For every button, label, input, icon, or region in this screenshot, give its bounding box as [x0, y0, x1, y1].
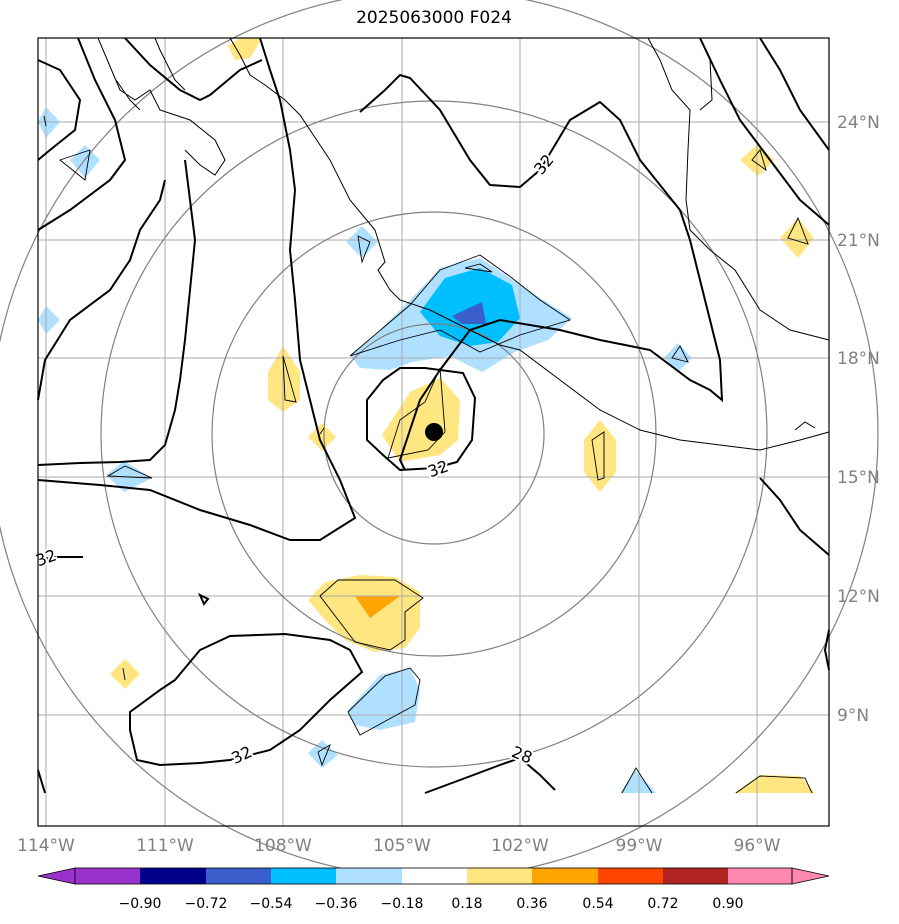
- colorbar-segment: [75, 868, 140, 884]
- colorbar: −0.90 −0.72 −0.54 −0.36 −0.18 0.18 0.36 …: [37, 867, 830, 912]
- colorbar-segment: [728, 868, 792, 884]
- colorbar-segment: [336, 868, 402, 884]
- map-frame: [37, 37, 830, 827]
- colorbar-tick-label: 0.18: [451, 896, 482, 912]
- shaded-fields: [38, 38, 815, 793]
- colorbar-segment: [402, 868, 467, 884]
- colorbar-segment: [467, 868, 532, 884]
- lat-tick-label: 18°N: [837, 349, 880, 369]
- colorbar-tick-label: 0.90: [712, 896, 743, 912]
- lat-tick-label: 12°N: [837, 587, 880, 607]
- lon-tick-label: 108°W: [254, 836, 312, 856]
- colorbar-extend-high: [791, 867, 830, 885]
- colorbar-segment: [206, 868, 271, 884]
- lat-tick-label: 21°N: [837, 231, 880, 251]
- colorbar-tick-label: −0.54: [250, 896, 293, 912]
- colorbar-tick-label: −0.90: [119, 896, 162, 912]
- contour-label: 32: [228, 742, 254, 768]
- gridlines: [38, 38, 829, 826]
- lat-tick-label: 9°N: [837, 706, 869, 726]
- colorbar-segment: [598, 868, 663, 884]
- map-title: 2025063000 F024: [356, 8, 512, 28]
- contour-label: 32: [33, 545, 59, 570]
- coastline: [97, 37, 830, 451]
- lon-tick-label: 99°W: [616, 836, 663, 856]
- contour-label: 32: [425, 456, 451, 481]
- lon-tick-label: 114°W: [17, 836, 75, 856]
- storm-center-marker: [425, 423, 443, 441]
- lat-tick-label: 24°N: [837, 113, 880, 133]
- colorbar-segment: [663, 868, 728, 884]
- lat-tick-labels: 24°N 21°N 18°N 15°N 12°N 9°N: [837, 113, 880, 726]
- colorbar-tick-label: 0.36: [516, 896, 547, 912]
- colorbar-segment: [532, 868, 598, 884]
- colorbar-tick-label: 0.72: [647, 896, 678, 912]
- lat-tick-label: 15°N: [837, 468, 880, 488]
- colorbar-segment: [271, 868, 336, 884]
- lon-tick-label: 111°W: [136, 836, 194, 856]
- contour-label: 28: [509, 742, 535, 767]
- colorbar-tick-label: −0.72: [185, 896, 228, 912]
- thin-contours: [43, 115, 813, 794]
- colorbar-tick-label: 0.54: [582, 896, 613, 912]
- colorbar-tick-label: −0.36: [315, 896, 358, 912]
- lon-tick-label: 102°W: [491, 836, 549, 856]
- thick-contours: [37, 37, 830, 794]
- lon-tick-label: 105°W: [373, 836, 431, 856]
- lon-tick-labels: 114°W 111°W 108°W 105°W 102°W 99°W 96°W: [17, 836, 781, 856]
- colorbar-segment: [140, 868, 206, 884]
- colorbar-extend-low: [37, 867, 76, 885]
- lon-tick-label: 96°W: [734, 836, 781, 856]
- colorbar-tick-label: −0.18: [381, 896, 424, 912]
